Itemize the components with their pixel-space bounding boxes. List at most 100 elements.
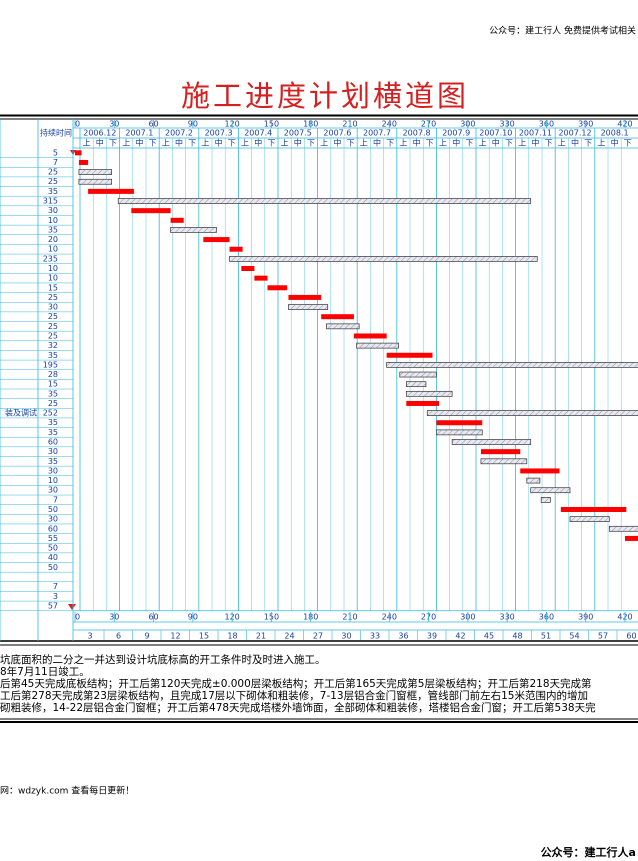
month-label: 2007.4 (244, 129, 272, 138)
note-line: 后第45天完成底板结构；开工后第120天完成±0.000层梁板结构；开工后第16… (0, 677, 592, 690)
week-tick-label: 33 (370, 632, 380, 641)
month-label: 2007.6 (323, 129, 351, 138)
duration-cell: 57 (48, 601, 58, 610)
timeline: 0030306060909012012015015018018021021024… (74, 120, 638, 622)
task-bar-hatch (406, 381, 426, 387)
duration-cell: 25 (48, 177, 58, 186)
week-tick-label: 18 (227, 632, 237, 641)
dekad-label: 上 (518, 139, 526, 148)
dekad-label: 下 (584, 139, 592, 148)
duration-cell: 25 (48, 312, 58, 321)
week-tick-label: 51 (541, 632, 551, 641)
task-bar-hatch (570, 516, 610, 522)
critical-bar (78, 159, 89, 165)
duration-cell: 30 (48, 206, 58, 215)
day-tick-label: 0 (75, 120, 80, 129)
month-label: 2007.1 (125, 129, 153, 138)
week-tick-label: 42 (455, 632, 465, 641)
task-bar-hatch (170, 227, 217, 233)
duration-cell: 195 (43, 360, 58, 369)
task-bar-hatch (406, 391, 453, 397)
dekad-label: 上 (201, 139, 209, 148)
month-label: 2007.2 (165, 129, 193, 138)
footer-right: 公众号：建工行人a (541, 845, 636, 859)
task-bar-hatch (118, 198, 531, 204)
dekad-label: 下 (347, 139, 355, 148)
duration-cell: 55 (48, 534, 58, 543)
task-bar-hatch (609, 526, 638, 532)
duration-header: 持续时间 (40, 128, 72, 138)
duration-cell: 35 (48, 389, 58, 398)
duration-cell: 15 (48, 380, 58, 389)
critical-bar (267, 285, 288, 291)
week-tick-label: 24 (284, 632, 294, 641)
dekad-label: 上 (558, 139, 566, 148)
dekad-label: 中 (611, 138, 619, 148)
duration-cell: 235 (43, 254, 58, 263)
dekad-label: 中 (373, 138, 381, 148)
duration-cell: 10 (48, 274, 58, 283)
duration-cell: 10 (48, 476, 58, 485)
critical-bar (131, 208, 171, 214)
duration-cell: 10 (48, 245, 58, 254)
duration-cell: 7 (53, 495, 58, 504)
month-label: 2007.9 (442, 129, 470, 138)
week-tick-label: 9 (144, 632, 149, 641)
week-tick-label: 3 (87, 632, 92, 641)
task-bar-hatch (427, 410, 638, 416)
month-label: 2007.11 (519, 129, 552, 138)
task-bar-hatch (399, 372, 437, 378)
day-tick-label: 0 (75, 613, 80, 622)
critical-bar (353, 333, 387, 339)
week-tick-label: 15 (199, 632, 209, 641)
dekad-label: 中 (96, 138, 104, 148)
duration-cell: 30 (48, 466, 58, 475)
duration-cell: 25 (48, 293, 58, 302)
dekad-label: 上 (320, 139, 328, 148)
month-label: 2007.5 (284, 129, 312, 138)
critical-bar (241, 266, 255, 271)
duration-cell: 50 (48, 505, 58, 514)
week-tick-label: 30 (341, 632, 351, 641)
dekad-label: 中 (413, 138, 421, 148)
note-line: 8年7月11日竣工。 (0, 665, 90, 678)
task-bar-hatch (386, 362, 638, 368)
duration-cell: 60 (48, 524, 58, 533)
dekad-label: 下 (228, 139, 236, 148)
duration-cell: 25 (48, 168, 58, 177)
week-tick-label: 27 (313, 632, 323, 641)
critical-bar (321, 314, 354, 320)
dekad-label: 下 (307, 139, 315, 148)
duration-cell: 252 (43, 409, 58, 418)
dekad-label: 中 (531, 138, 539, 148)
task-bar-hatch (326, 323, 360, 329)
note-line: 工后第278天完成第23层梁板结构，且完成17层以下砌体和粗装修，7-13层铝合… (0, 689, 588, 702)
week-tick-label: 57 (598, 632, 608, 641)
dekad-label: 下 (267, 139, 275, 148)
critical-bar (386, 352, 433, 358)
dekad-label: 下 (386, 139, 394, 148)
dekad-label: 上 (83, 139, 91, 148)
dekad-label: 中 (492, 138, 500, 148)
dekad-label: 中 (333, 138, 341, 148)
duration-cell: 35 (48, 351, 58, 360)
dekad-label: 上 (122, 139, 130, 148)
dekad-label: 下 (426, 139, 434, 148)
duration-cell: 20 (48, 235, 58, 244)
duration-cell: 35 (48, 187, 58, 196)
duration-cell: 28 (48, 370, 58, 379)
critical-bar (254, 275, 268, 281)
month-label: 2006.12 (83, 129, 116, 138)
task-bar-hatch (452, 439, 531, 445)
duration-cell: 30 (48, 447, 58, 456)
task-bar-hatch (480, 458, 527, 464)
duration-cell: 25 (48, 322, 58, 331)
dekad-label: 下 (188, 139, 196, 148)
critical-bar (625, 535, 638, 541)
task-label: 装及调试 (5, 408, 37, 418)
month-label: 2007.7 (363, 129, 391, 138)
critical-bar (436, 420, 483, 426)
duration-cell: 60 (48, 438, 58, 447)
critical-bar (288, 294, 322, 300)
